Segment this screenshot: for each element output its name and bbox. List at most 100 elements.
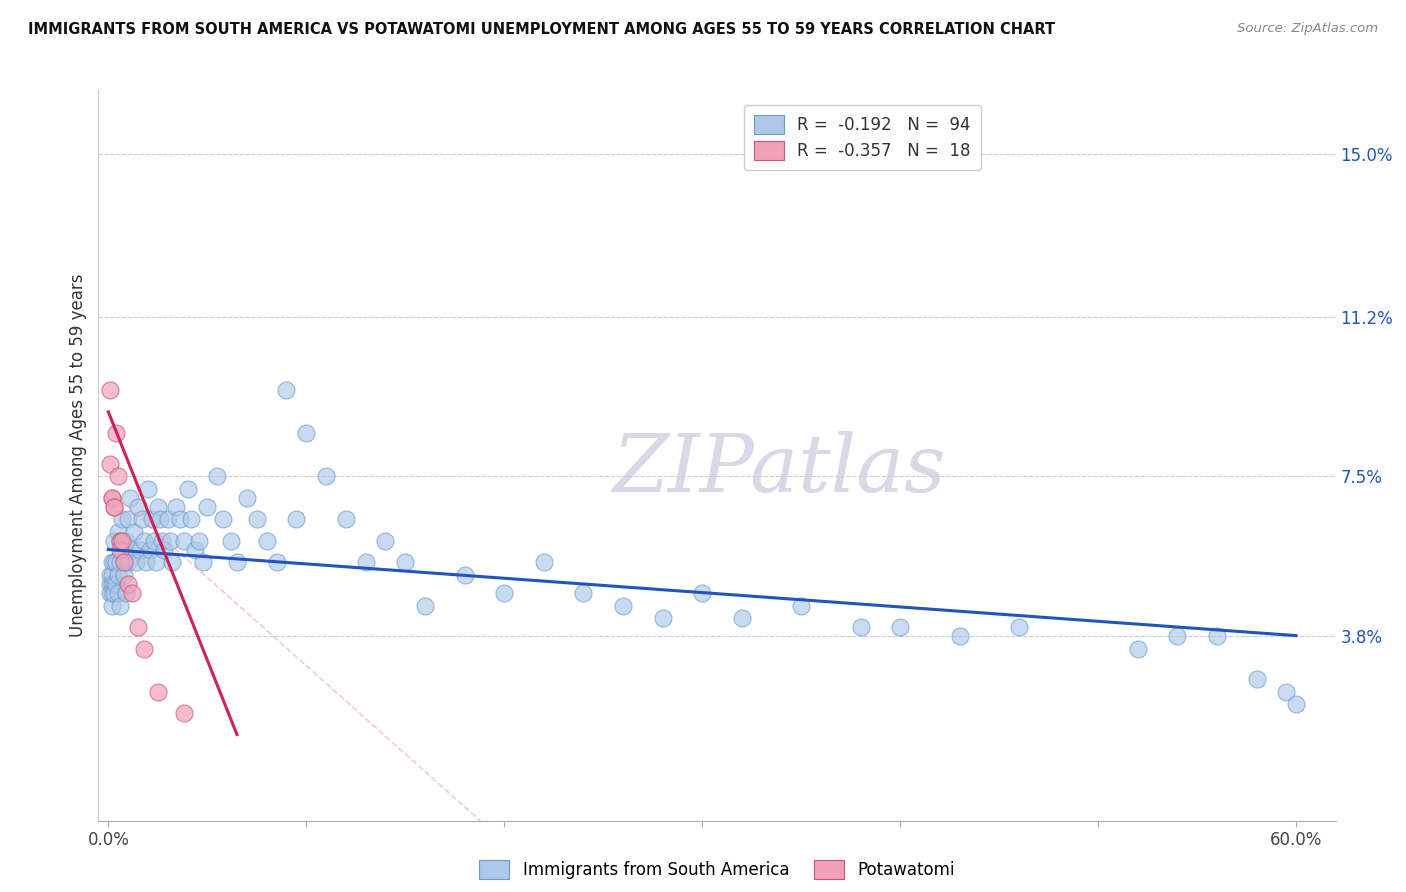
Point: [285, 512, 308, 526]
Point: [127, 620, 149, 634]
Point: [136, 483, 159, 497]
Point: [103, 500, 125, 514]
Point: [101, 491, 124, 505]
Point: [101, 491, 124, 505]
Point: [1206, 629, 1229, 643]
Point: [101, 599, 124, 613]
Point: [115, 585, 138, 599]
Point: [1275, 684, 1298, 698]
Point: [152, 542, 174, 557]
Point: [117, 577, 139, 591]
Point: [127, 500, 149, 514]
Point: [188, 533, 211, 548]
Point: [139, 542, 162, 557]
Point: [572, 585, 595, 599]
Point: [150, 533, 173, 548]
Text: ZIPatlas: ZIPatlas: [612, 431, 946, 508]
Point: [790, 599, 813, 613]
Y-axis label: Unemployment Among Ages 55 to 59 years: Unemployment Among Ages 55 to 59 years: [69, 273, 87, 637]
Point: [98, 585, 121, 599]
Point: [117, 512, 139, 526]
Point: [108, 533, 131, 548]
Point: [1166, 629, 1188, 643]
Point: [132, 533, 155, 548]
Text: IMMIGRANTS FROM SOUTH AMERICA VS POTAWATOMI UNEMPLOYMENT AMONG AGES 55 TO 59 YEA: IMMIGRANTS FROM SOUTH AMERICA VS POTAWAT…: [28, 22, 1056, 37]
Point: [117, 556, 139, 570]
Point: [112, 556, 135, 570]
Point: [533, 556, 555, 570]
Point: [129, 542, 152, 557]
Point: [107, 568, 129, 582]
Point: [1246, 672, 1268, 686]
Point: [107, 525, 129, 540]
Point: [135, 556, 157, 570]
Point: [120, 491, 142, 505]
Point: [101, 585, 124, 599]
Point: [98, 577, 121, 591]
Point: [165, 500, 187, 514]
Point: [98, 568, 121, 582]
Point: [142, 533, 165, 548]
Point: [108, 542, 131, 557]
Point: [103, 556, 125, 570]
Point: [1285, 698, 1308, 712]
Point: [105, 556, 128, 570]
Point: [180, 512, 202, 526]
Point: [315, 469, 337, 483]
Point: [173, 533, 195, 548]
Point: [132, 641, 155, 656]
Point: [103, 577, 125, 591]
Point: [176, 483, 198, 497]
Point: [256, 533, 278, 548]
Point: [160, 556, 183, 570]
Point: [121, 542, 143, 557]
Point: [184, 542, 207, 557]
Point: [731, 611, 754, 625]
Point: [236, 491, 259, 505]
Point: [131, 512, 153, 526]
Point: [413, 599, 436, 613]
Point: [156, 512, 179, 526]
Point: [108, 556, 131, 570]
Point: [112, 568, 135, 582]
Point: [103, 500, 125, 514]
Point: [98, 384, 121, 398]
Point: [205, 469, 228, 483]
Point: [354, 556, 377, 570]
Point: [612, 599, 634, 613]
Point: [149, 512, 172, 526]
Point: [108, 533, 131, 548]
Point: [159, 533, 181, 548]
Point: [335, 512, 357, 526]
Point: [690, 585, 713, 599]
Point: [145, 556, 167, 570]
Point: [146, 684, 169, 698]
Point: [141, 512, 163, 526]
Point: [494, 585, 516, 599]
Point: [111, 533, 134, 548]
Point: [103, 585, 125, 599]
Point: [103, 533, 125, 548]
Point: [105, 577, 128, 591]
Point: [226, 556, 249, 570]
Point: [219, 533, 242, 548]
Point: [651, 611, 673, 625]
Point: [195, 500, 218, 514]
Point: [107, 585, 129, 599]
Point: [193, 556, 215, 570]
Point: [146, 500, 169, 514]
Point: [1008, 620, 1031, 634]
Point: [105, 426, 128, 441]
Point: [101, 577, 124, 591]
Point: [453, 568, 475, 582]
Point: [849, 620, 872, 634]
Point: [394, 556, 416, 570]
Point: [101, 556, 124, 570]
Point: [173, 706, 195, 720]
Point: [1126, 641, 1149, 656]
Point: [169, 512, 191, 526]
Point: [212, 512, 235, 526]
Legend: Immigrants from South America, Potawatomi: Immigrants from South America, Potawatom…: [472, 853, 962, 886]
Point: [112, 556, 135, 570]
Point: [295, 426, 318, 441]
